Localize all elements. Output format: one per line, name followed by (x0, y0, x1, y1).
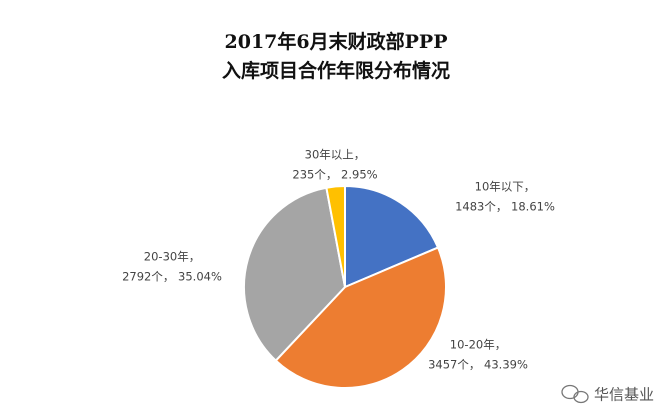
watermark: 华信基业 (594, 386, 654, 404)
pie-slice (344, 184, 440, 289)
slice-value-label: 3457个， 43.39% (428, 358, 528, 372)
slice-value-label: 235个， 2.95% (292, 168, 377, 182)
slice-category-label: 20-30年， (144, 250, 200, 264)
chart-subtitle: 入库项目合作年限分布情况 (222, 59, 450, 82)
slice-value-label: 2792个， 35.04% (122, 270, 222, 284)
watermark-icon (561, 384, 589, 404)
pie-slice (325, 184, 346, 288)
pie-slice (243, 186, 347, 363)
slice-category-label: 10年以下， (475, 180, 536, 194)
slice-category-label: 10-20年， (450, 338, 506, 352)
slice-value-label: 1483个， 18.61% (455, 200, 555, 214)
slice-category-label: 30年以上， (305, 148, 366, 162)
pie-slice (274, 246, 447, 389)
chart-title: 2017年6月末财政部PPP (225, 30, 448, 53)
